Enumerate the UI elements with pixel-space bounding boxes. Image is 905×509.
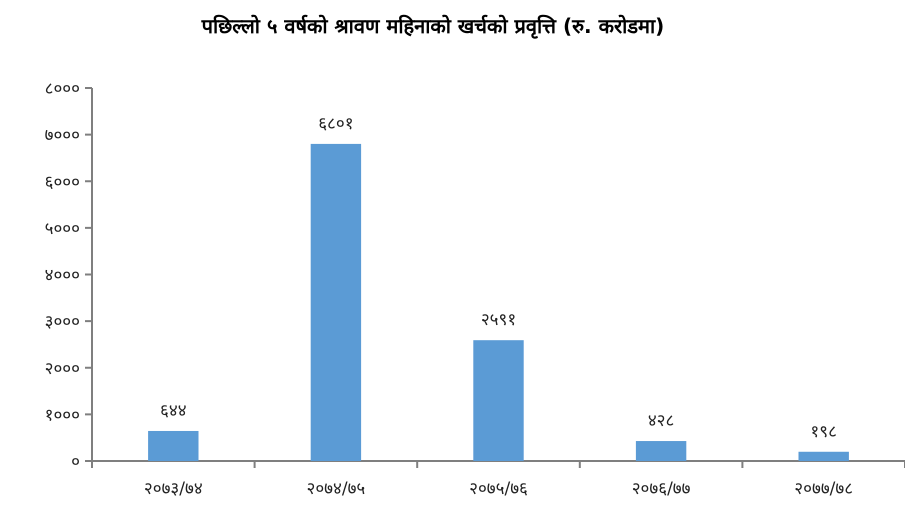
bar <box>148 430 199 461</box>
data-label: ६४४ <box>160 401 187 421</box>
y-tick-label: ५००० <box>45 219 80 239</box>
bar <box>798 451 849 461</box>
data-labels: ६४४ ६८०१ २५९१ ४२८ १९८ <box>160 114 837 442</box>
y-tick-label: ४००० <box>45 266 80 286</box>
bars <box>148 143 849 461</box>
bar <box>310 143 362 461</box>
y-tick-label: २००० <box>45 359 80 379</box>
y-tick-label: ८००० <box>45 79 80 99</box>
x-tick-label: २०७४/७५ <box>307 479 366 499</box>
x-tick-label: २०७७/७८ <box>794 479 853 499</box>
y-tick-label: ० <box>71 452 80 472</box>
y-tick-label: ६००० <box>45 172 80 192</box>
x-tick-label: २०७३/७४ <box>144 479 203 499</box>
x-tick-label: २०७५/७६ <box>469 479 528 499</box>
y-tick-label: ७००० <box>45 126 80 146</box>
data-label: १९८ <box>810 422 837 442</box>
y-tick-label: ३००० <box>45 312 80 332</box>
x-axis: २०७३/७४ २०७४/७५ २०७५/७६ २०७६/७७ २०७७/७८ <box>91 460 905 499</box>
data-label: २५९१ <box>481 310 516 330</box>
data-label: ६८०१ <box>318 114 353 134</box>
x-tick-label: २०७६/७७ <box>632 479 691 499</box>
bar <box>473 340 524 461</box>
bar <box>635 441 687 461</box>
y-tick-label: १००० <box>45 405 80 425</box>
y-axis: ० १००० २००० ३००० ४००० ५००० ६००० ७००० ८००० <box>45 79 93 472</box>
data-label: ४२८ <box>648 411 675 431</box>
chart-title: पछिल्लो ५ वर्षको श्रावण महिनाको खर्चको प… <box>201 14 665 39</box>
